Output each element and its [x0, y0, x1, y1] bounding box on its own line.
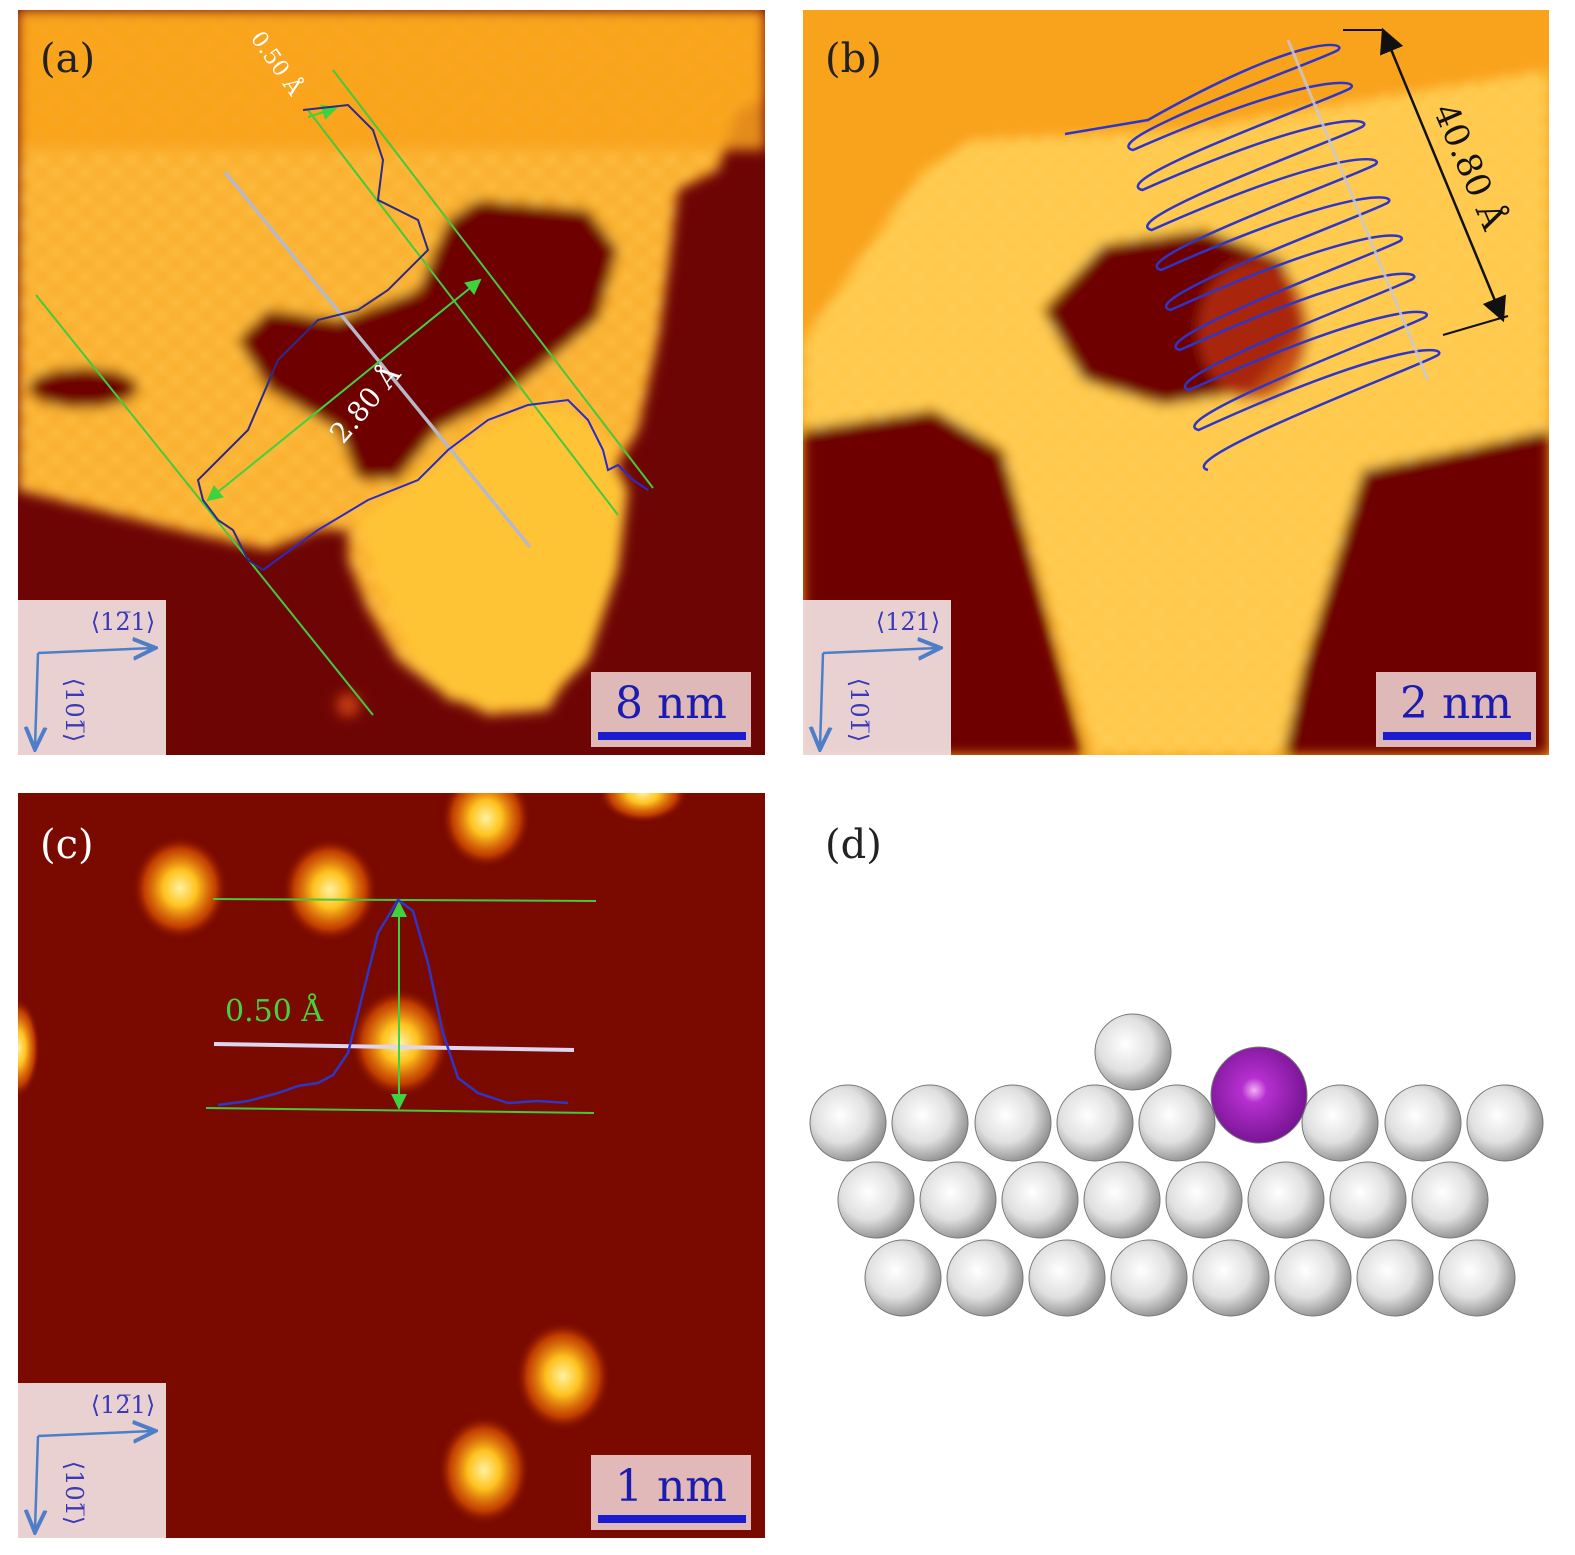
- atom: [919, 1161, 997, 1239]
- atom: [809, 1084, 887, 1162]
- atom: [1056, 1084, 1134, 1162]
- atom: [1094, 1013, 1172, 1091]
- annotation: 0.50 Å: [225, 993, 323, 1029]
- axis-label: ⟨101̅⟩: [60, 1461, 88, 1526]
- profile-overlay: [35, 69, 654, 716]
- atom: [974, 1084, 1052, 1162]
- scale-bar: [598, 1515, 746, 1523]
- panel-c: 0.50 Å (c) ⟨12̅1⟩ ⟨101̅⟩ 1 nm: [18, 793, 765, 1538]
- profile-line: [1286, 39, 1430, 381]
- atom: [1001, 1161, 1079, 1239]
- atom: [1028, 1239, 1106, 1317]
- atom: [1356, 1239, 1434, 1317]
- atom: [1110, 1239, 1188, 1317]
- atom: [1165, 1161, 1243, 1239]
- panel-d: (d): [809, 822, 1544, 1317]
- orientation-inset: ⟨12̅1⟩ ⟨101̅⟩ 2 nm: [803, 600, 1536, 755]
- axis-arrow: [37, 648, 153, 653]
- scale-bar-label: 8 nm: [615, 678, 727, 729]
- atom: [1411, 1161, 1489, 1239]
- axis-label: ⟨12̅1⟩: [91, 608, 156, 636]
- axis-label: ⟨12̅1⟩: [876, 608, 941, 636]
- axis-label: ⟨12̅1⟩: [91, 1391, 156, 1419]
- atom: [946, 1239, 1024, 1317]
- scale-bar: [1383, 732, 1531, 740]
- axis-arrow: [820, 652, 823, 747]
- panel-label: (a): [40, 36, 95, 82]
- scale-bar-label: 1 nm: [615, 1461, 727, 1512]
- atom: [1274, 1239, 1352, 1317]
- atom: [1138, 1084, 1216, 1162]
- atom: [1466, 1084, 1544, 1162]
- panel-b: 40.80 Å (b) ⟨12̅1⟩⟨101̅⟩ 2 nm: [803, 10, 1549, 755]
- panel-label: (c): [40, 822, 94, 868]
- axis-arrow: [35, 652, 38, 747]
- orientation-inset: ⟨12̅1⟩ ⟨101̅⟩ 1 nm: [18, 1383, 751, 1538]
- atom: [1083, 1161, 1161, 1239]
- axis-arrow: [37, 1431, 153, 1436]
- axis-label: ⟨101̅⟩: [845, 678, 873, 743]
- orientation-inset: ⟨12̅1⟩ ⟨101̅⟩ 8 nm: [18, 600, 751, 755]
- dimension-tick: [1442, 315, 1509, 336]
- atom: [1192, 1239, 1270, 1317]
- atom: [1384, 1084, 1462, 1162]
- axis-label: ⟨101̅⟩: [60, 678, 88, 743]
- panel-a: (a) 0.50 Å 2.80 Å ⟨12̅1⟩⟨101̅⟩ 8 nm: [18, 10, 765, 755]
- atom: [864, 1239, 942, 1317]
- atom: [837, 1161, 915, 1239]
- scale-bar: [598, 732, 746, 740]
- atom: [1210, 1046, 1308, 1144]
- atom: [1329, 1161, 1407, 1239]
- axis-arrow: [822, 648, 938, 653]
- atom: [1301, 1084, 1379, 1162]
- atom: [891, 1084, 969, 1162]
- dimension-arrow: [1380, 27, 1506, 323]
- atom: [1438, 1239, 1516, 1317]
- atom: [1247, 1161, 1325, 1239]
- adatoms: [18, 793, 688, 1525]
- axis-arrow: [35, 1435, 38, 1530]
- panel-label: (d): [825, 822, 882, 868]
- scale-bar-label: 2 nm: [1400, 678, 1512, 729]
- profile-overlay: [205, 898, 597, 1114]
- atom-model: [809, 1013, 1544, 1317]
- panel-label: (b): [825, 36, 882, 82]
